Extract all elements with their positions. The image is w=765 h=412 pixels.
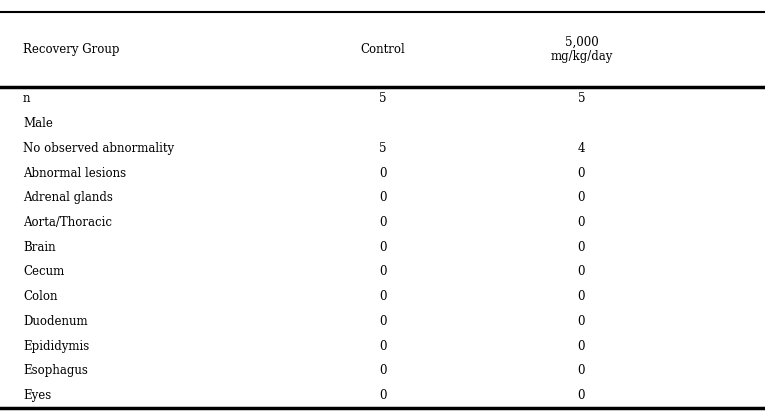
Text: 0: 0 xyxy=(379,166,386,180)
Text: 0: 0 xyxy=(578,191,585,204)
Text: Male: Male xyxy=(23,117,53,130)
Text: 0: 0 xyxy=(578,389,585,402)
Text: Aorta/Thoracic: Aorta/Thoracic xyxy=(23,216,112,229)
Text: 0: 0 xyxy=(379,339,386,353)
Text: 0: 0 xyxy=(379,216,386,229)
Text: No observed abnormality: No observed abnormality xyxy=(23,142,174,155)
Text: 0: 0 xyxy=(578,166,585,180)
Text: Abnormal lesions: Abnormal lesions xyxy=(23,166,126,180)
Text: 5: 5 xyxy=(578,92,585,105)
Text: 0: 0 xyxy=(578,265,585,279)
Text: 0: 0 xyxy=(379,290,386,303)
Text: Duodenum: Duodenum xyxy=(23,315,87,328)
Text: 0: 0 xyxy=(379,265,386,279)
Text: 5,000
mg/kg/day: 5,000 mg/kg/day xyxy=(550,35,613,63)
Text: 0: 0 xyxy=(379,364,386,377)
Text: Brain: Brain xyxy=(23,241,56,254)
Text: 0: 0 xyxy=(578,315,585,328)
Text: 0: 0 xyxy=(578,216,585,229)
Text: 0: 0 xyxy=(578,241,585,254)
Text: 0: 0 xyxy=(379,389,386,402)
Text: Recovery Group: Recovery Group xyxy=(23,43,119,56)
Text: 0: 0 xyxy=(578,339,585,353)
Text: 0: 0 xyxy=(379,191,386,204)
Text: Esophagus: Esophagus xyxy=(23,364,88,377)
Text: 5: 5 xyxy=(379,92,386,105)
Text: Adrenal glands: Adrenal glands xyxy=(23,191,112,204)
Text: 0: 0 xyxy=(379,315,386,328)
Text: n: n xyxy=(23,92,31,105)
Text: 0: 0 xyxy=(578,364,585,377)
Text: Eyes: Eyes xyxy=(23,389,51,402)
Text: Epididymis: Epididymis xyxy=(23,339,90,353)
Text: Cecum: Cecum xyxy=(23,265,64,279)
Text: 4: 4 xyxy=(578,142,585,155)
Text: Control: Control xyxy=(360,43,405,56)
Text: 0: 0 xyxy=(578,290,585,303)
Text: Colon: Colon xyxy=(23,290,57,303)
Text: 0: 0 xyxy=(379,241,386,254)
Text: 5: 5 xyxy=(379,142,386,155)
